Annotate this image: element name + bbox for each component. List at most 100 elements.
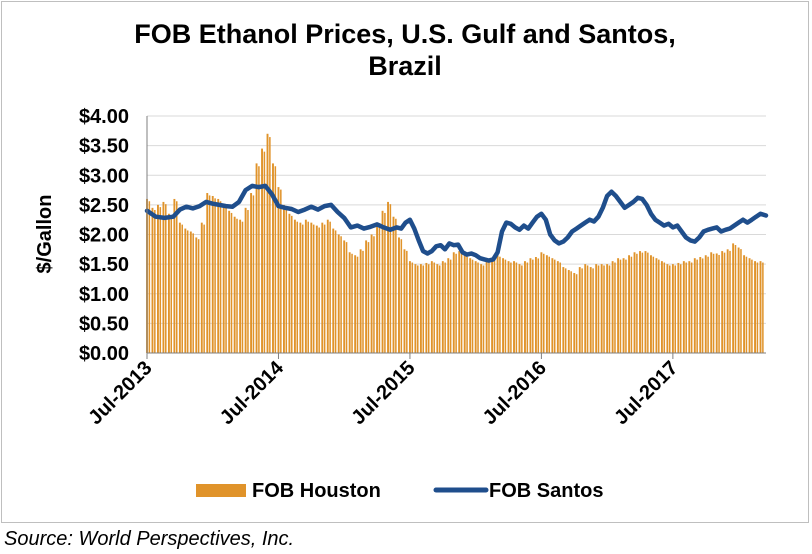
bar-fob-houston <box>463 255 466 353</box>
bar-fob-houston <box>625 259 627 353</box>
bar-fob-houston <box>688 261 691 353</box>
bar-fob-houston <box>315 225 318 353</box>
bar-fob-houston <box>510 262 512 353</box>
bar-fob-houston <box>677 262 680 353</box>
bar-fob-houston <box>269 137 271 353</box>
bar-fob-houston <box>425 262 428 353</box>
bar-fob-houston <box>447 258 450 353</box>
bar-fob-houston <box>288 213 291 353</box>
bar-fob-houston <box>430 261 433 353</box>
bar-fob-houston <box>236 218 238 353</box>
bar-fob-houston <box>562 267 565 353</box>
bar-fob-houston <box>296 221 299 353</box>
bar-fob-houston <box>263 151 266 353</box>
bar-fob-houston <box>743 255 746 353</box>
bar-fob-houston <box>573 273 576 353</box>
bar-fob-houston <box>291 215 293 353</box>
bar-fob-houston <box>329 221 331 353</box>
bar-fob-houston <box>748 258 751 353</box>
bar-fob-houston <box>351 253 353 353</box>
bar-fob-houston <box>225 207 227 353</box>
bar-fob-houston <box>367 242 370 353</box>
legend-swatch-fob-houston <box>196 484 246 497</box>
bar-fob-houston <box>614 262 616 353</box>
bar-fob-houston <box>537 258 540 353</box>
bar-fob-houston <box>499 256 501 353</box>
bar-fob-houston <box>693 258 696 353</box>
bar-fob-houston <box>452 252 455 353</box>
bar-fob-houston <box>255 163 258 353</box>
y-axis-title: $/Gallon <box>34 195 56 274</box>
bar-fob-houston <box>162 201 165 353</box>
bar-fob-houston <box>685 262 687 353</box>
bar-fob-houston <box>628 255 631 353</box>
y-tick-label: $1.00 <box>79 284 129 306</box>
bar-fob-houston <box>280 189 282 353</box>
bar-fob-houston <box>597 265 600 353</box>
bar-fob-houston <box>578 267 581 353</box>
bar-fob-houston <box>266 133 269 353</box>
bar-fob-houston <box>414 264 417 353</box>
bar-fob-houston <box>277 187 280 353</box>
bar-fob-houston <box>356 256 359 353</box>
bar-fob-houston <box>233 216 236 353</box>
bar-fob-houston <box>701 258 704 353</box>
bar-fob-houston <box>392 216 395 353</box>
x-tick-label: Jul-2013 <box>84 357 156 429</box>
bar-fob-houston <box>507 261 510 353</box>
bar-fob-houston <box>167 213 170 353</box>
bar-fob-houston <box>211 195 214 353</box>
bar-fob-houston <box>658 259 660 353</box>
y-tick-label: $4.00 <box>79 106 129 128</box>
bar-fob-houston <box>261 148 263 353</box>
y-tick-label: $2.50 <box>79 195 129 217</box>
chart-title-line-1: FOB Ethanol Prices, U.S. Gulf and Santos… <box>134 19 676 49</box>
bar-fob-houston <box>474 261 477 353</box>
bar-fob-houston <box>222 204 225 353</box>
bar-fob-houston <box>529 258 532 353</box>
bar-fob-houston <box>173 198 176 353</box>
bar-fob-houston <box>570 271 572 353</box>
bar-fob-houston <box>389 204 392 353</box>
bar-fob-houston <box>524 261 526 353</box>
bar-fob-houston <box>411 262 414 353</box>
bar-fob-houston <box>712 253 715 353</box>
bar-fob-houston <box>655 258 658 353</box>
bar-fob-houston <box>241 221 244 353</box>
bar-fob-houston <box>323 224 326 353</box>
bar-fob-houston <box>189 231 192 353</box>
bar-fob-houston <box>301 224 304 353</box>
bar-fob-houston <box>707 256 709 353</box>
y-tick-label: $2.00 <box>79 225 129 247</box>
bar-fob-houston <box>608 265 611 353</box>
bar-fob-houston <box>521 265 523 353</box>
bar-fob-houston <box>515 262 518 353</box>
bar-fob-houston <box>400 239 403 353</box>
bar-fob-houston <box>639 251 641 353</box>
x-tick-label: Jul-2014 <box>216 356 289 429</box>
bar-fob-houston <box>247 210 249 353</box>
bar-fob-houston <box>540 252 543 353</box>
bar-fob-houston <box>471 259 474 353</box>
bar-fob-houston <box>666 264 669 353</box>
bar-fob-houston <box>606 264 609 353</box>
bar-fob-houston <box>285 207 288 353</box>
series-fob-santos-line <box>144 183 769 263</box>
bar-fob-houston <box>600 264 603 353</box>
bar-fob-houston <box>671 264 674 353</box>
bar-fob-houston <box>663 262 666 353</box>
bar-fob-houston <box>192 233 194 353</box>
bar-fob-houston <box>721 251 724 353</box>
bar-fob-houston <box>652 256 655 353</box>
bar-fob-houston <box>217 198 220 353</box>
bar-fob-houston <box>422 265 425 353</box>
bar-fob-houston <box>589 267 592 353</box>
bar-fob-houston <box>526 262 529 353</box>
bar-fob-houston <box>157 204 159 353</box>
bar-fob-houston <box>228 210 231 353</box>
bar-fob-houston <box>553 259 556 353</box>
bar-fob-houston <box>759 261 762 353</box>
bar-fob-houston <box>206 193 209 353</box>
bar-fob-houston <box>469 258 472 353</box>
bar-fob-houston <box>491 258 494 353</box>
